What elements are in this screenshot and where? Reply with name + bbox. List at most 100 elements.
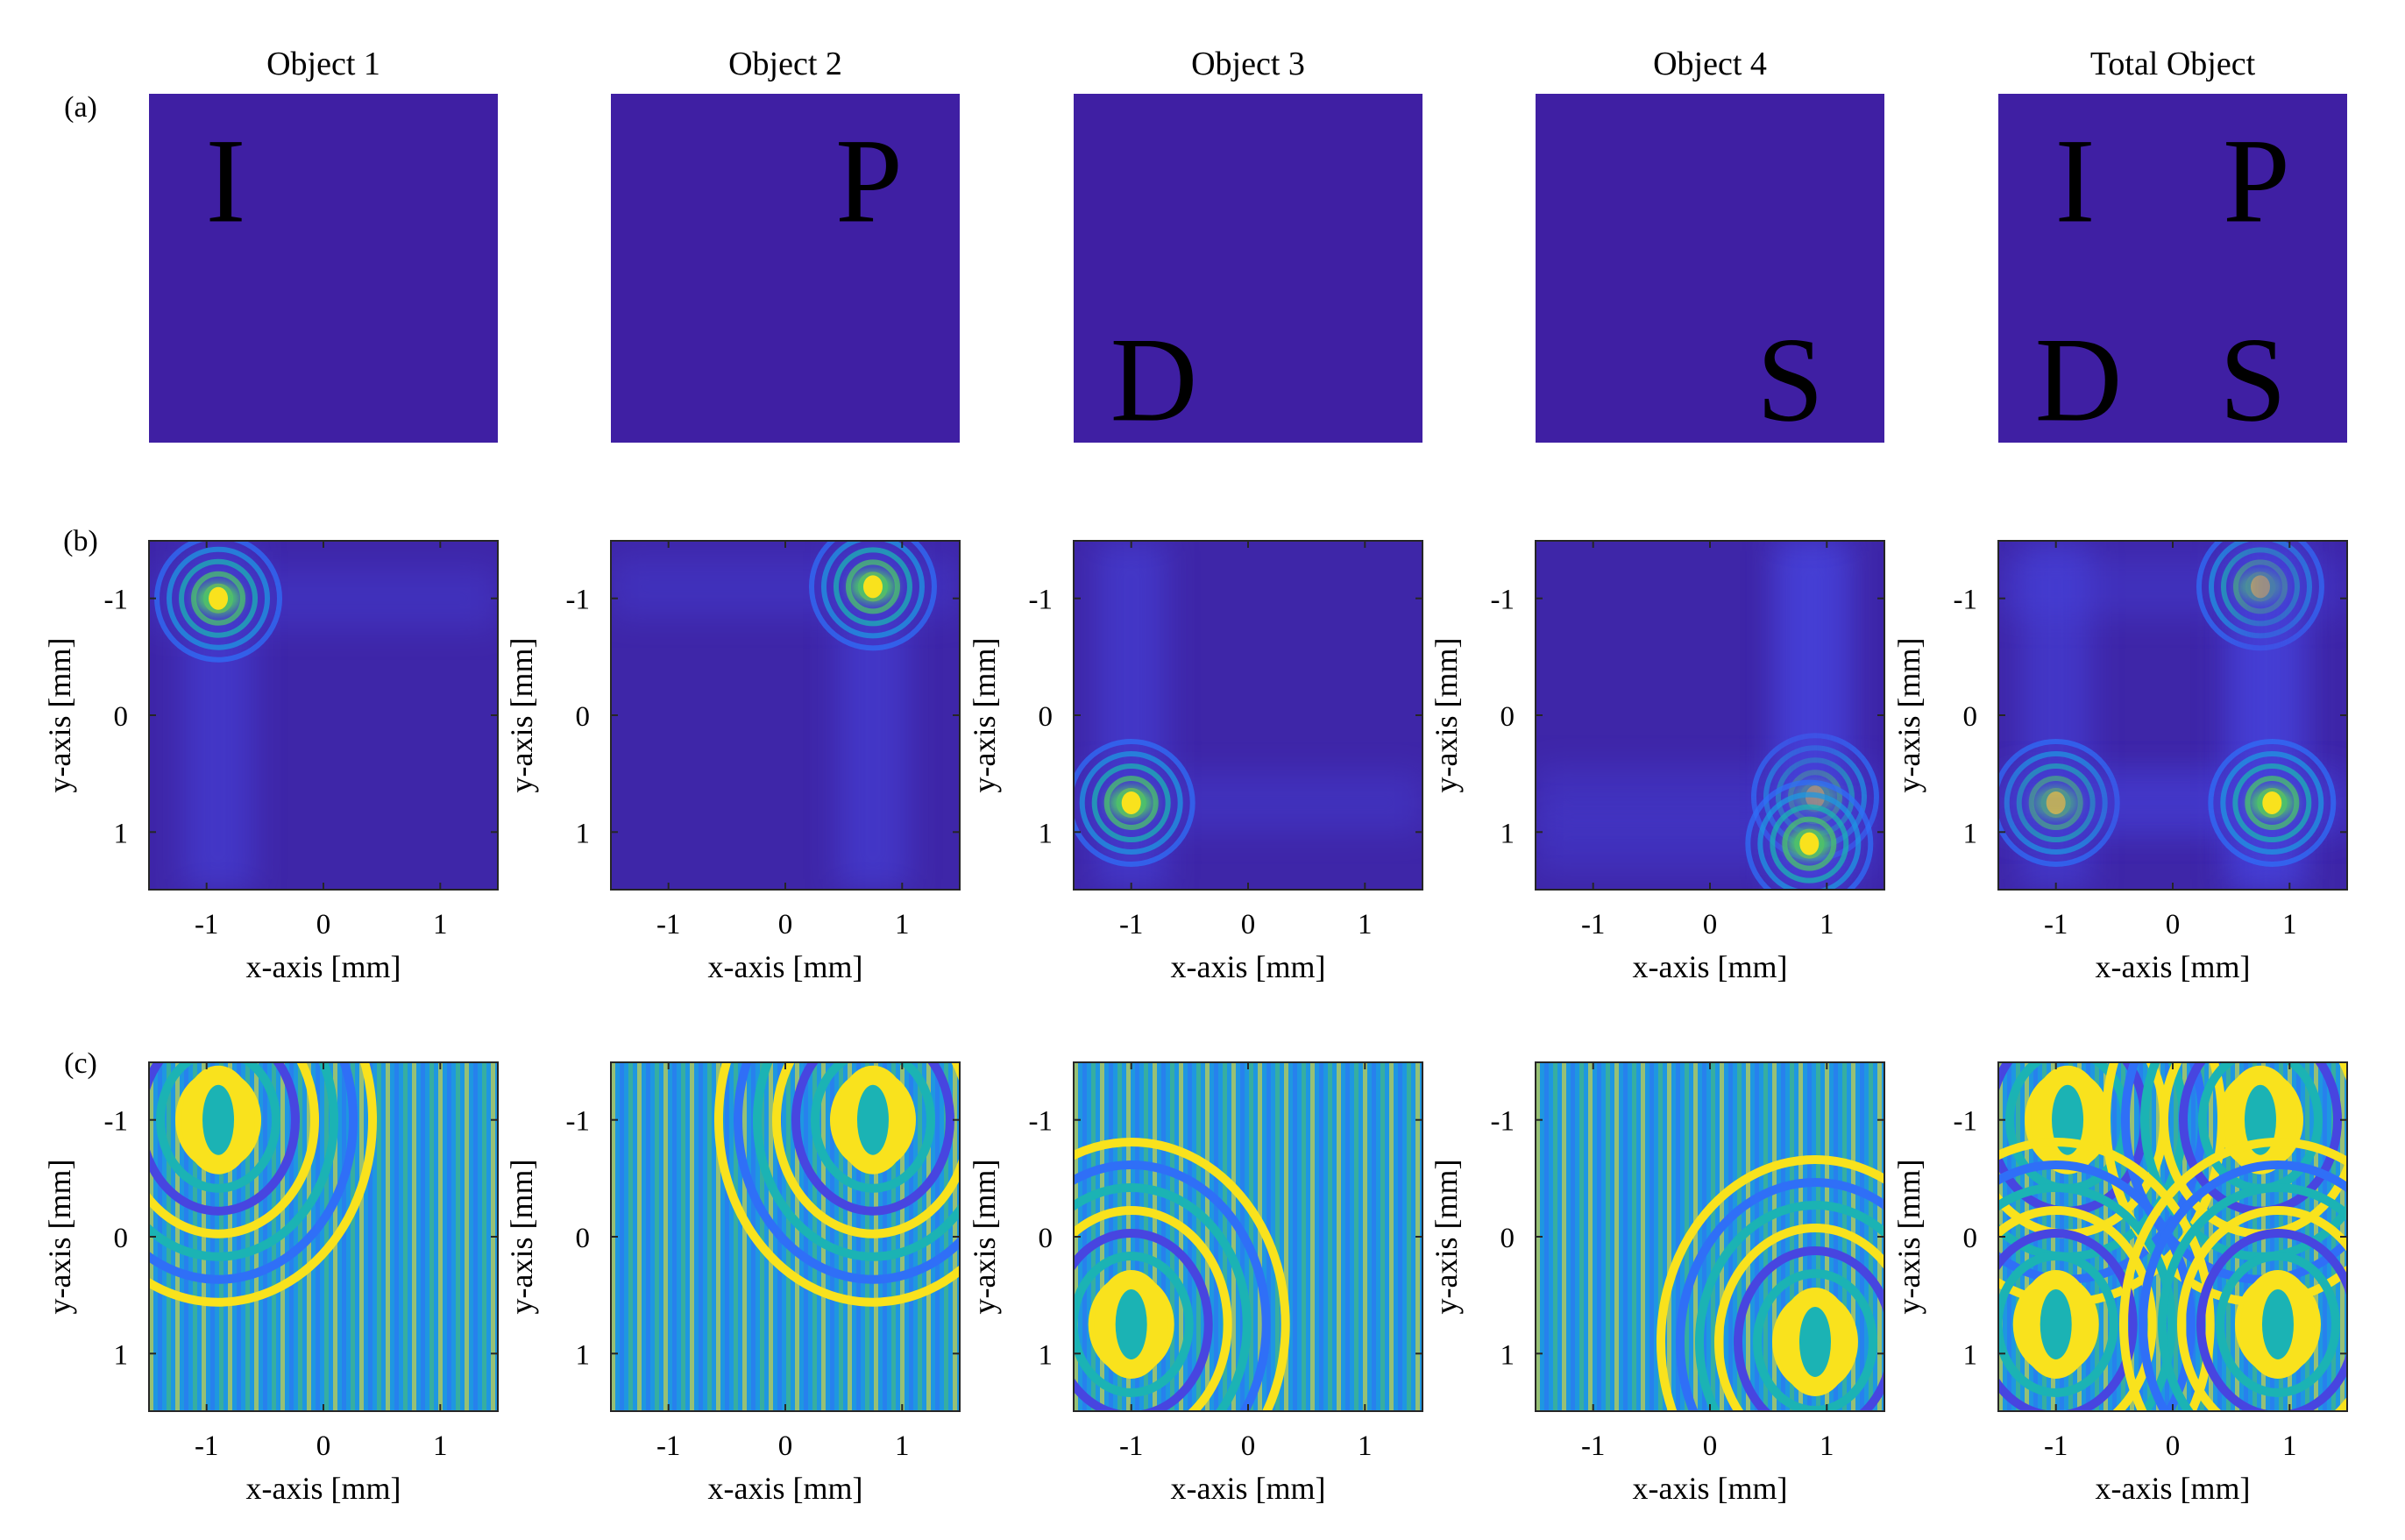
phase-stripe [1597,1062,1601,1411]
phase-stripe [830,1062,834,1411]
x-tick-label: 1 [895,1430,910,1462]
phase-stripe [1091,1062,1096,1411]
y-tick-label: -1 [1491,585,1515,616]
x-tick-label: 1 [1358,909,1373,940]
fringe-ring [845,559,900,614]
phase-stripe [655,1062,659,1411]
phase-stripe [1179,1062,1183,1411]
phase-core-inner [2261,1288,2294,1359]
fringe-ring [167,546,271,650]
phase-stripe [254,1062,259,1411]
phase-ring [1998,1251,2118,1397]
y-tick-label: -1 [104,1106,129,1138]
phase-stripe [1763,1062,1768,1411]
row-label: (b) [63,525,98,557]
y-tick-label: -1 [566,1106,591,1138]
phase-core-inner [1798,1306,1831,1377]
phase-ring [149,1062,319,1238]
fringe-ring [833,547,912,627]
y-tick-label: 0 [1500,701,1515,733]
x-tick-label: -1 [1119,909,1144,940]
phase-stripe [909,1062,913,1411]
phase-stripe [1746,1062,1750,1411]
phase-stripe [1231,1062,1236,1411]
y-axis-label: y-axis [mm] [1429,638,1464,793]
x-tick-label: 0 [316,1430,331,1462]
phase-stripe [473,1062,478,1411]
phase-ring [1998,1160,2196,1411]
phase-stripe [1588,1062,1593,1411]
phase-stripe [386,1062,390,1411]
y-tick-label: -1 [104,585,129,616]
phase-stripe [1170,1062,1174,1411]
phase-stripe [681,1062,685,1411]
x-tick-label: 1 [2282,909,2297,940]
phase-stripe [1345,1062,1350,1411]
phase-ring [149,1062,301,1216]
phase-stripe [1606,1062,1610,1411]
x-tick-label: -1 [1581,1430,1606,1462]
phase-stripe [1275,1062,1280,1411]
phase-stripe [821,1062,826,1411]
x-tick-label: -1 [1581,909,1606,940]
y-tick-label: 1 [1039,818,1054,849]
fringe-ring [808,541,937,651]
phase-stripe [465,1062,469,1411]
phase-stripe [342,1062,346,1411]
column-title: Object 3 [1191,46,1305,82]
phase-stripe [1337,1062,1341,1411]
y-axis-label: y-axis [mm] [42,638,77,793]
heatmap-image [149,541,498,890]
phase-stripe [672,1062,677,1411]
phase-stripe [2226,1062,2231,1411]
phase-stripe [1667,1062,1671,1411]
heatmap-image [1998,541,2347,890]
amplitude-panel-5: -1 0 1 -1 0 1 x-axis [mm] y-axis [mm] [1891,540,2348,984]
phase-stripe [1302,1062,1306,1411]
phase-ring [1752,1268,1877,1411]
y-axis-label: y-axis [mm] [967,638,1002,793]
object-letter: P [835,114,903,248]
phase-stripe [351,1062,355,1411]
phase-ring [791,1062,954,1216]
amplitude-panel-4: -1 0 1 -1 0 1 x-axis [mm] y-axis [mm] [1429,540,1885,984]
x-axis-label: x-axis [mm] [1171,1471,1326,1506]
x-axis-label: x-axis [mm] [1633,1471,1788,1506]
phase-stripe [707,1062,712,1411]
phase-ring [1998,1183,2176,1411]
phase-stripe [786,1062,791,1411]
fringe-ring [1079,750,1183,855]
phase-stripe [289,1062,294,1411]
phase-stripe [725,1062,729,1411]
x-tick-label: 1 [2282,1430,2297,1462]
phase-stripe [1676,1062,1680,1411]
phase-stripe [1798,1062,1803,1411]
phase-ring [149,1062,358,1284]
hotspot [209,586,229,610]
phase-ring [149,1062,338,1261]
y-axis-label: y-axis [mm] [1429,1160,1464,1315]
row-label: (a) [64,91,97,124]
x-tick-label: 0 [778,1430,793,1462]
y-tick-label: 1 [1500,1339,1515,1371]
y-axis-label: y-axis [mm] [1891,1160,1926,1315]
y-tick-label: 1 [114,1339,129,1371]
fringe-ring [154,541,283,663]
phase-stripe [1825,1062,1829,1411]
object-letter: S [2219,312,2287,446]
phase-stripe [663,1062,668,1411]
phase-ring [753,1062,960,1261]
phase-ring [1676,1178,1884,1411]
phase-ring [1074,1160,1271,1411]
phase-stripe [716,1062,720,1411]
y-tick-label: 0 [1963,701,1978,733]
object-letter: I [2055,114,2096,248]
x-tick-label: 0 [2166,909,2181,940]
amplitude-panel-3: -1 0 1 -1 0 1 x-axis [mm] y-axis [mm] [967,540,1423,984]
phase-stripe [1693,1062,1698,1411]
phase-stripe [456,1062,460,1411]
y-axis-label: y-axis [mm] [42,1160,77,1315]
x-tick-label: 1 [433,1430,448,1462]
phase-ring [1074,1183,1252,1411]
